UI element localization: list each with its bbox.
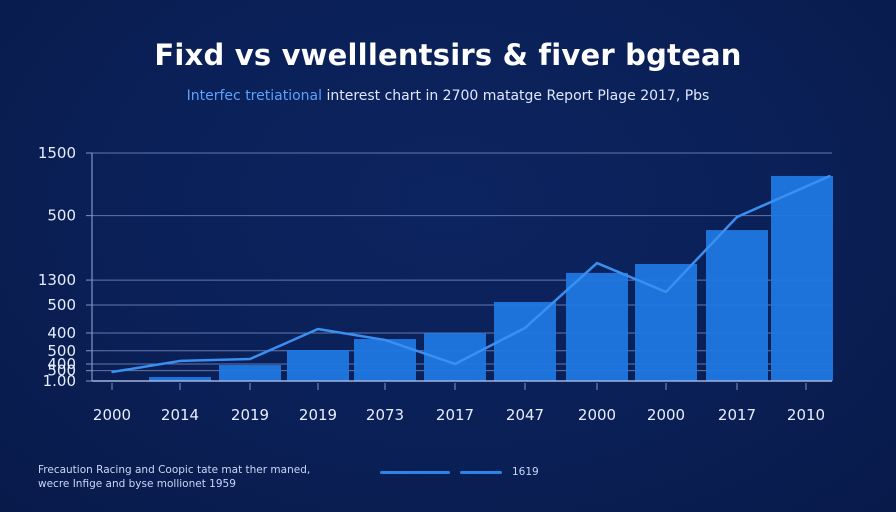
bar xyxy=(287,349,349,381)
bar xyxy=(566,272,628,381)
legend-swatch-line xyxy=(460,470,502,474)
line-point xyxy=(454,363,456,365)
subtitle-rest: interest chart in 2700 matatge Report Pl… xyxy=(322,88,710,104)
bar xyxy=(354,339,416,381)
line-point xyxy=(384,339,386,341)
legend-swatch-bar xyxy=(380,470,450,474)
x-tick-label: 2047 xyxy=(506,406,544,424)
footnote-line-1: Frecaution Racing and Coopic tate mat th… xyxy=(38,464,311,476)
bar xyxy=(771,175,833,381)
x-axis: 2000 2014 2019 2019 2073 2017 2047 2000 2000 2017… xyxy=(92,380,832,424)
line-point xyxy=(524,327,526,329)
footnote: Frecaution Racing and Coopic tate mat th… xyxy=(38,463,310,491)
bar-series xyxy=(149,175,833,381)
line-series xyxy=(111,174,831,374)
y-tick-label: 1.00 xyxy=(43,372,76,390)
y-tick-label: 500 xyxy=(47,362,76,380)
y-tick-label: 500 xyxy=(47,342,76,360)
line-point xyxy=(829,175,831,177)
y-tick-label: 400 xyxy=(47,355,76,373)
x-tick-label: 2014 xyxy=(161,406,199,424)
bar xyxy=(219,365,281,381)
line-point xyxy=(249,358,251,360)
chart-title: Fixd vs vwelllentsirs & fiver bgtean xyxy=(154,38,742,72)
x-tick-label: 2019 xyxy=(231,406,269,424)
footnote-line-2: wecre Infige and byse mollionet 1959 xyxy=(38,478,236,490)
x-tick-label: 2000 xyxy=(578,406,616,424)
line-point xyxy=(736,216,738,218)
x-tick-label: 2017 xyxy=(436,406,474,424)
bar xyxy=(149,377,211,381)
line-point xyxy=(317,328,319,330)
legend: 1619 xyxy=(380,466,539,478)
x-tick-label: 2073 xyxy=(366,406,404,424)
y-tick-label: 1300 xyxy=(38,271,76,289)
subtitle-highlight: Interfec tretiational xyxy=(186,88,322,104)
x-tick-label: 2010 xyxy=(787,406,825,424)
line-point xyxy=(596,262,598,264)
y-tick-label: 500 xyxy=(47,296,76,314)
line-point xyxy=(179,360,181,362)
line-point xyxy=(111,371,113,373)
y-tick-label: 400 xyxy=(47,324,76,342)
y-tick-label: 500 xyxy=(47,207,76,225)
y-tick-label: 1500 xyxy=(38,144,76,162)
bar xyxy=(494,301,556,381)
legend-label: 1619 xyxy=(512,466,539,478)
x-tick-label: 2000 xyxy=(647,406,685,424)
chart-subtitle: Interfec tretiational interest chart in … xyxy=(0,88,896,104)
x-tick-label: 2019 xyxy=(299,406,337,424)
x-tick-label: 2000 xyxy=(93,406,131,424)
x-tick-label: 2017 xyxy=(718,406,756,424)
line-point xyxy=(665,291,667,293)
bar xyxy=(706,230,768,381)
